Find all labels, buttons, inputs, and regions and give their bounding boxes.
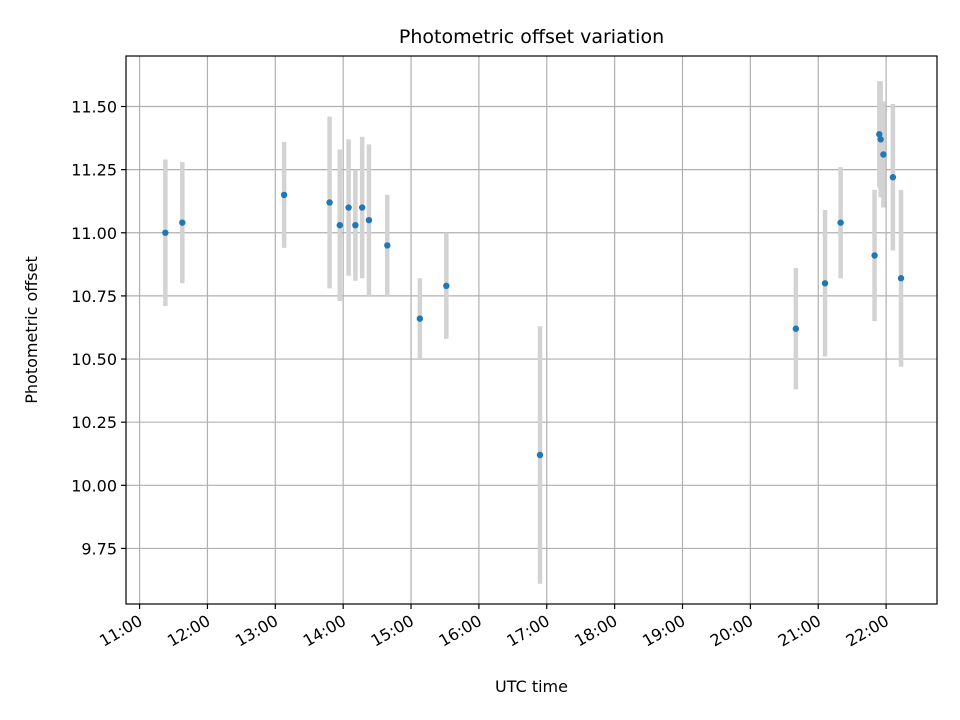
data-point xyxy=(326,199,333,206)
chart-title: Photometric offset variation xyxy=(399,26,664,48)
grid-lines xyxy=(126,56,937,604)
y-tick-label: 9.75 xyxy=(81,539,117,558)
data-point xyxy=(876,131,883,138)
data-point xyxy=(821,280,829,287)
data-point xyxy=(358,204,366,211)
data-point xyxy=(889,174,897,181)
y-tick-label: 11.25 xyxy=(71,161,117,180)
x-axis-title: UTC time xyxy=(495,677,568,696)
y-tick-label: 10.00 xyxy=(71,476,117,495)
data-point xyxy=(336,221,343,229)
y-axis-ticks: 9.75 10.00 10.25 10.50 10.75 11.00 11.25 11.50 xyxy=(71,98,126,558)
y-tick-label: 10.75 xyxy=(71,287,117,306)
data-point xyxy=(280,191,288,199)
data-point xyxy=(536,451,544,459)
data-point xyxy=(792,325,800,332)
data-point xyxy=(365,216,373,224)
data-point xyxy=(179,219,186,226)
data-point xyxy=(837,219,844,226)
y-tick-label: 10.25 xyxy=(71,413,117,432)
y-axis-title: Photometric offset xyxy=(22,256,41,404)
plot-frame xyxy=(125,55,938,605)
data-point xyxy=(416,315,424,322)
data-point xyxy=(877,136,884,143)
data-point xyxy=(871,252,878,259)
y-tick-label: 10.50 xyxy=(71,350,117,369)
data-point xyxy=(897,275,905,282)
data-point xyxy=(443,282,450,290)
y-tick-label: 11.00 xyxy=(71,224,117,243)
data-point xyxy=(384,242,391,249)
data-point xyxy=(162,229,169,236)
data-point xyxy=(345,204,352,211)
y-tick-label: 11.50 xyxy=(71,98,117,117)
data-points xyxy=(162,131,905,459)
data-point xyxy=(880,151,887,158)
data-point xyxy=(352,221,359,229)
